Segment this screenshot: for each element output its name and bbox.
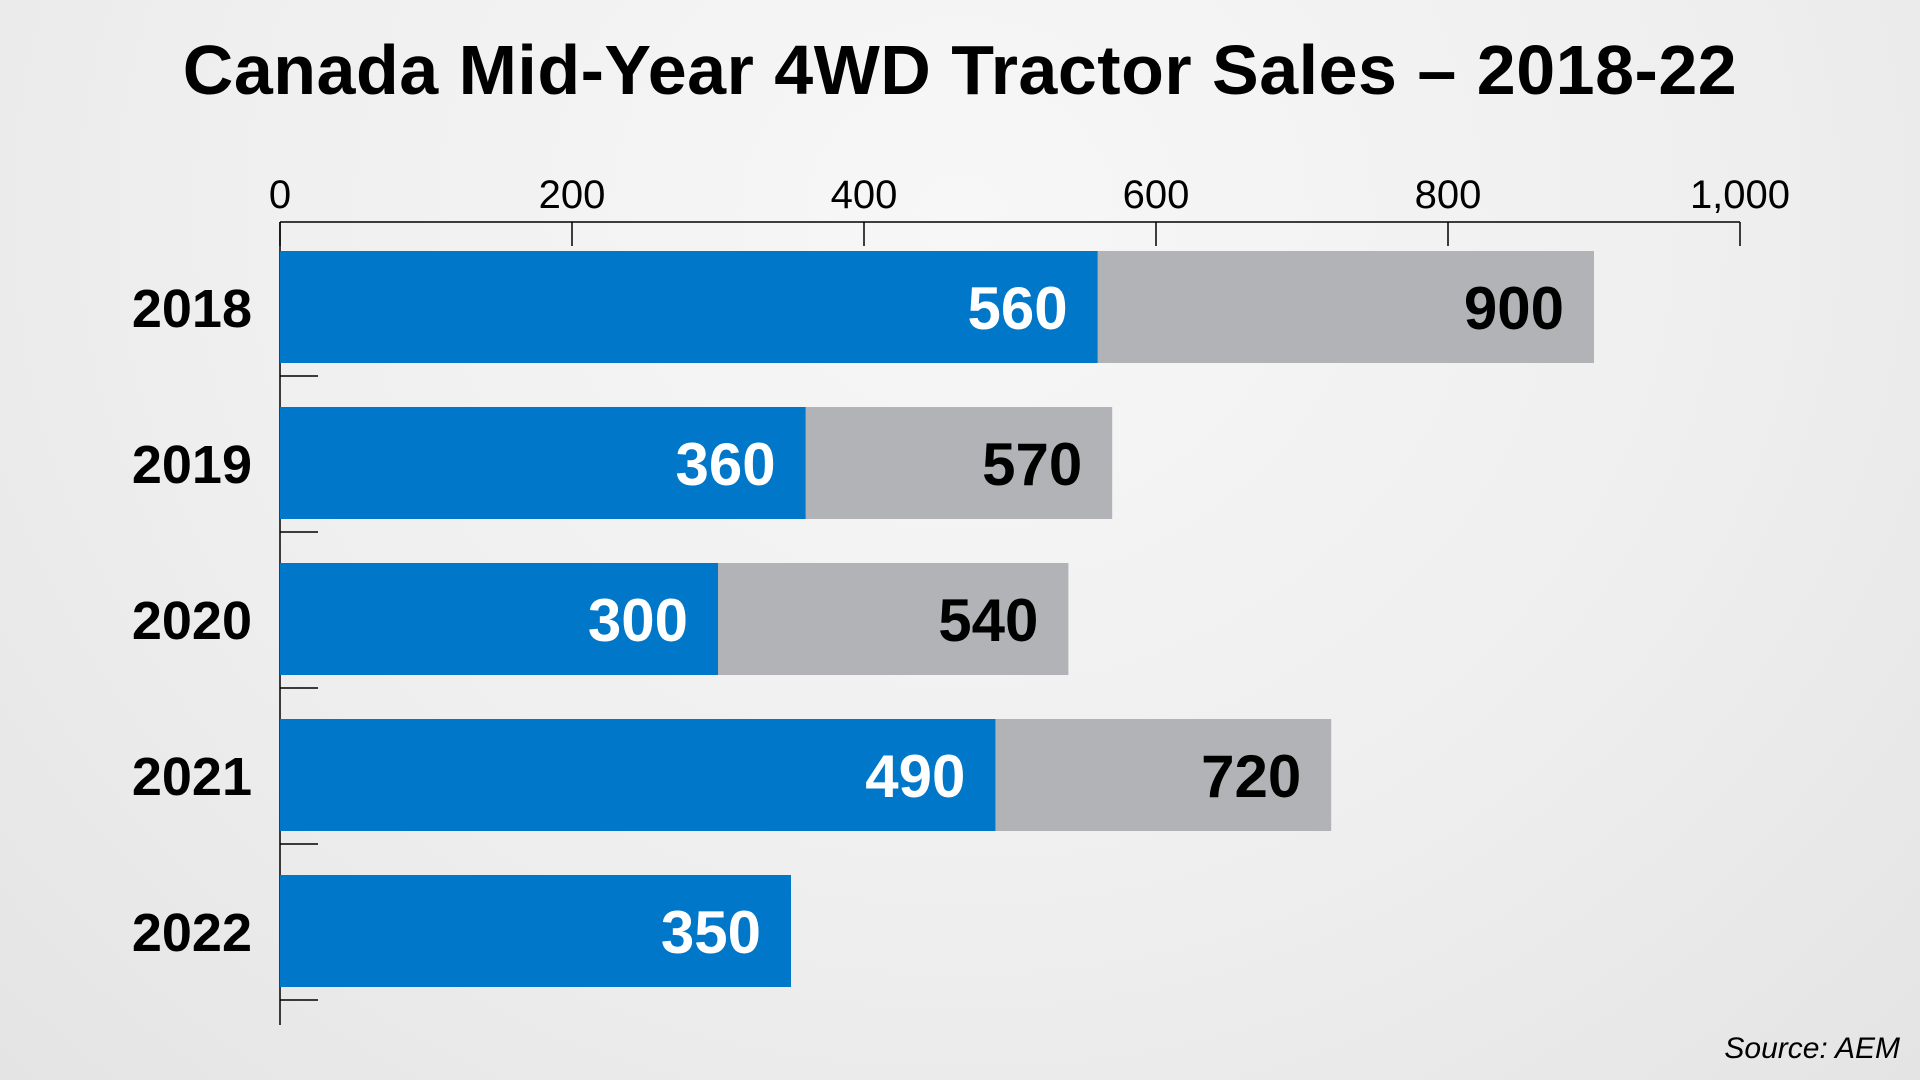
data-label: 540 [938, 587, 1038, 654]
x-tick-label: 400 [831, 173, 898, 217]
chart-title: Canada Mid-Year 4WD Tractor Sales – 2018… [182, 31, 1738, 109]
data-label: 300 [588, 587, 688, 654]
bar-series-1 [280, 875, 791, 987]
x-tick-label: 1,000 [1690, 173, 1790, 217]
bar-series-1 [280, 563, 718, 675]
bars [280, 251, 1594, 987]
bar-series-1 [280, 407, 806, 519]
data-label: 720 [1201, 743, 1301, 810]
source-note: Source: AEM [1724, 1032, 1900, 1065]
data-label: 360 [675, 431, 775, 498]
category-label: 2019 [132, 435, 252, 495]
labels: 2018 900 560 2019 570 360 2020 540 300 2021 720 490… [132, 275, 1564, 966]
category-label: 2022 [132, 903, 252, 963]
data-label: 560 [967, 275, 1067, 342]
x-tick-label: 600 [1123, 173, 1190, 217]
category-label: 2021 [132, 747, 252, 807]
data-label: 900 [1464, 275, 1564, 342]
bar-series-1 [280, 251, 1098, 363]
data-label: 490 [865, 743, 965, 810]
data-label: 570 [982, 431, 1082, 498]
x-tick-label: 0 [269, 173, 291, 217]
data-label: 350 [661, 899, 761, 966]
x-axis: 0 200 400 600 800 1,000 [269, 173, 1790, 1025]
bar-series-1 [280, 719, 996, 831]
x-tick-label: 800 [1415, 173, 1482, 217]
x-tick-label: 200 [539, 173, 606, 217]
category-label: 2018 [132, 279, 252, 339]
category-label: 2020 [132, 591, 252, 651]
